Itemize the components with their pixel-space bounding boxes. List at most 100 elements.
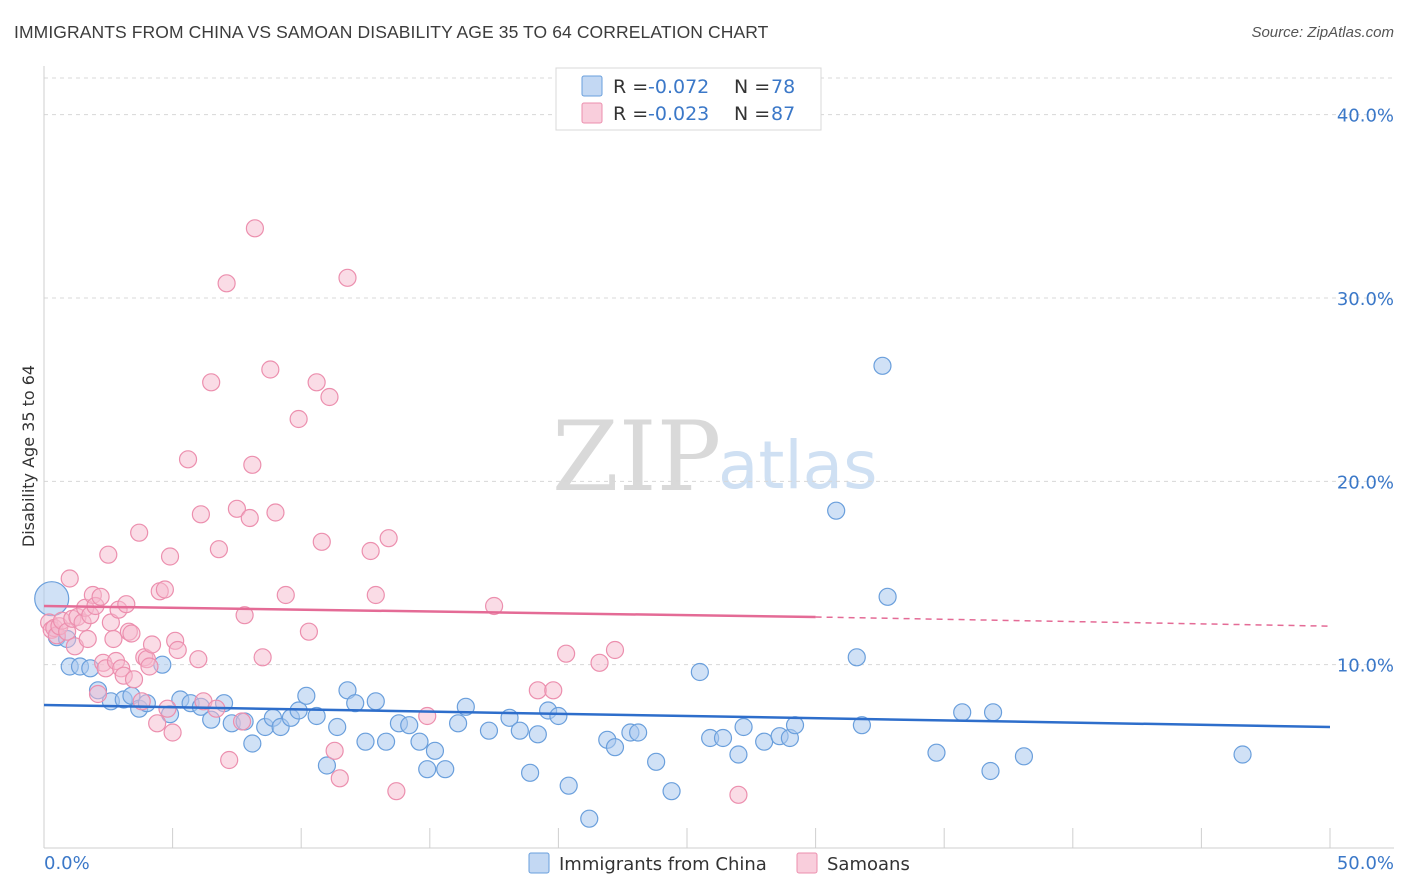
samoan-n-value: 87	[771, 103, 795, 125]
china-point	[878, 587, 897, 606]
samoan-point	[289, 409, 308, 429]
china-point	[356, 732, 375, 751]
china-point	[873, 356, 892, 375]
china-point	[729, 745, 748, 764]
samoan-point	[729, 785, 748, 804]
samoan-r-label: R =	[613, 103, 648, 125]
samoan-point	[227, 499, 246, 518]
china-point	[559, 776, 578, 795]
china-point	[366, 692, 385, 711]
china-n-value: 78	[771, 76, 795, 98]
samoan-point	[240, 508, 259, 528]
samoan-n-label: N =	[734, 103, 770, 125]
samoan-legend-swatch	[581, 102, 603, 124]
china-r-value: -0.072	[648, 76, 709, 98]
samoan-point	[361, 541, 380, 561]
samoan-point	[528, 681, 547, 700]
china-point	[307, 706, 326, 726]
samoan-point	[557, 644, 576, 663]
samoan-point	[325, 741, 344, 760]
china-point	[436, 760, 455, 779]
samoan-point	[276, 585, 295, 605]
samoan-r-value: -0.023	[648, 103, 709, 125]
china-point	[425, 741, 445, 760]
china-point	[328, 717, 347, 737]
china-point	[847, 648, 866, 667]
samoan-point	[338, 268, 357, 287]
samoan-point	[387, 782, 406, 801]
china-point	[605, 738, 625, 757]
y-tick-label: 20.0%	[1337, 472, 1394, 493]
tick-labels: 10.0% 20.0% 30.0% 40.0% 0.0% 50.0%	[44, 106, 1394, 874]
y-tick-label: 30.0%	[1337, 289, 1394, 310]
china-series-legend-swatch	[528, 852, 550, 874]
samoan-point	[140, 657, 159, 676]
china-point	[376, 732, 396, 751]
trend-lines	[43, 604, 1331, 729]
samoan-point	[605, 640, 625, 660]
china-point	[785, 716, 805, 735]
china-point	[953, 703, 972, 722]
samoan-point	[245, 219, 265, 238]
samoan-trend-extension	[815, 616, 1331, 627]
china-point	[690, 662, 709, 682]
china-point	[34, 581, 70, 617]
watermark-atlas: atlas	[718, 427, 878, 504]
china-point	[647, 752, 666, 771]
china-point	[734, 717, 753, 737]
samoan-point	[330, 769, 349, 788]
china-point	[1014, 747, 1034, 766]
samoan-point	[142, 635, 162, 654]
stats-legend: R = -0.072 N = 78 R = -0.023 N = 87	[555, 67, 822, 131]
watermark: ZIP atlas	[552, 401, 878, 513]
china-point	[852, 716, 871, 735]
samoan-point	[202, 373, 221, 392]
source-credit: Source: ZipAtlas.com	[1251, 24, 1394, 41]
samoan-point	[91, 587, 110, 606]
china-r-label: R =	[613, 76, 648, 98]
samoan-point	[117, 595, 136, 614]
china-point	[1233, 745, 1252, 764]
samoan-point	[266, 503, 285, 522]
china-point	[629, 723, 648, 742]
samoan-point	[99, 545, 118, 564]
samoan-point	[307, 373, 326, 392]
samoan-point	[366, 585, 385, 605]
china-point	[981, 761, 1000, 781]
china-point	[243, 734, 262, 753]
china-point	[317, 756, 337, 775]
samoan-point	[124, 670, 144, 689]
samoan-point	[155, 580, 174, 599]
samoan-point	[243, 455, 262, 474]
samoan-point	[261, 360, 280, 379]
samoan-point	[178, 450, 198, 469]
samoan-point	[320, 387, 339, 407]
axes	[43, 66, 1394, 849]
y-tick-label: 10.0%	[1337, 656, 1394, 677]
samoan-point	[312, 532, 331, 551]
samoan-point	[189, 650, 208, 669]
china-point	[297, 686, 316, 705]
series-legend: Immigrants from China Samoans	[528, 852, 910, 875]
china-point	[755, 732, 774, 751]
china-point	[983, 703, 1003, 722]
x-tick-label-max: 50.0%	[1337, 853, 1394, 874]
samoan-point	[191, 505, 210, 524]
samoan-point	[130, 523, 149, 542]
samoan-point	[299, 622, 319, 641]
samoan-series-legend-swatch	[796, 852, 818, 874]
samoan-point	[160, 547, 180, 566]
samoan-point	[209, 540, 228, 559]
china-point	[400, 716, 419, 735]
china-series-legend-label: Immigrants from China	[559, 854, 767, 875]
y-axis-label: Disability Age 35 to 64	[19, 365, 38, 547]
china-point	[479, 721, 499, 740]
china-point	[713, 728, 733, 748]
grid-lines	[44, 77, 1394, 666]
samoan-point	[78, 629, 97, 649]
samoan-point	[379, 529, 398, 548]
china-point	[662, 782, 681, 801]
china-point	[448, 714, 468, 733]
samoan-point	[88, 684, 108, 704]
